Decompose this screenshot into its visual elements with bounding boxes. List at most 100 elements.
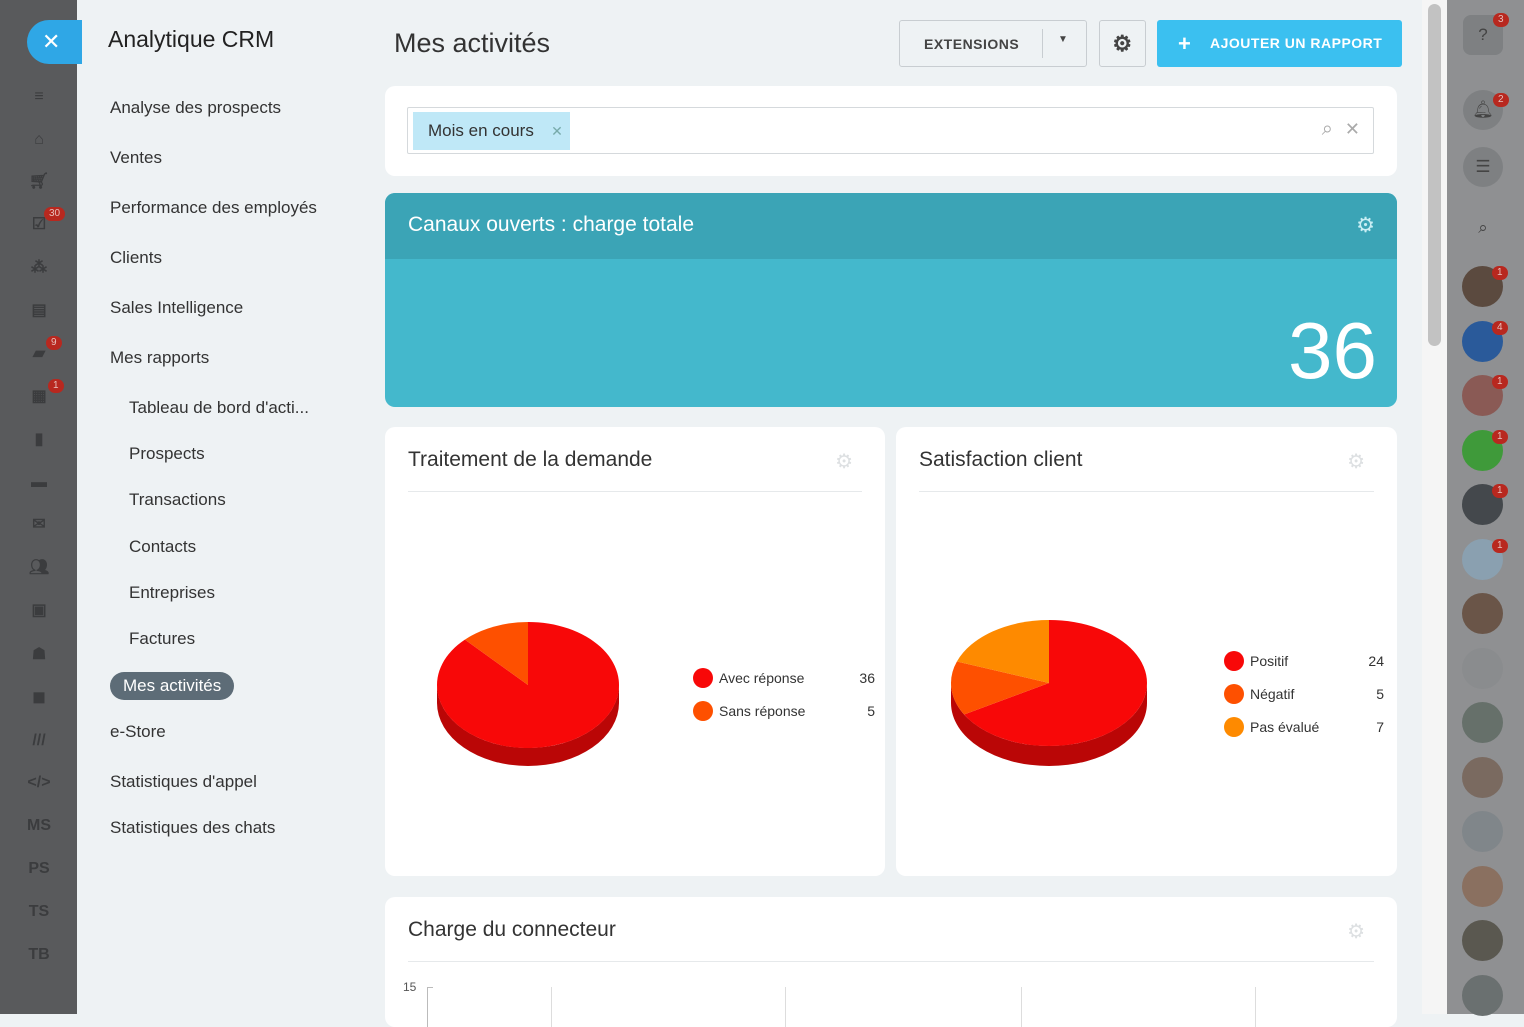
menu-item[interactable]: Performance des employés: [110, 198, 317, 217]
pie-slice[interactable]: [964, 620, 1147, 746]
avatar[interactable]: [1462, 593, 1503, 634]
menu-item[interactable]: Entreprises: [129, 583, 215, 602]
avatar-badge: 1: [1492, 375, 1508, 389]
chevron-down-icon[interactable]: ▼: [1058, 34, 1069, 45]
legend-value: 7: [1376, 719, 1384, 735]
y-tick: 15: [403, 980, 417, 994]
extensions-button[interactable]: EXTENSIONS ▼: [899, 20, 1087, 67]
box-icon[interactable]: ◼: [32, 689, 46, 706]
menu-item[interactable]: Statistiques d'appel: [110, 772, 257, 791]
bar-card-connector: Charge du connecteur ⚙ 15: [385, 897, 1397, 1027]
messages-icon[interactable]: ☰: [1463, 147, 1503, 187]
filter-card: Mois en cours ✕ ⌕ ✕: [385, 86, 1397, 176]
tasks-badge: 30: [44, 207, 66, 221]
pie-slice[interactable]: [951, 661, 1049, 715]
pie-chart: [951, 620, 1147, 766]
help-badge: 3: [1493, 13, 1509, 27]
gear-icon[interactable]: ⚙: [1099, 20, 1146, 67]
drive-icon[interactable]: ▬: [31, 474, 47, 491]
stripes-icon[interactable]: ///: [32, 732, 46, 749]
add-report-label: AJOUTER UN RAPPORT: [1210, 35, 1383, 51]
avatar-badge: 1: [1492, 484, 1508, 498]
avatar[interactable]: [1462, 756, 1503, 798]
scrollbar[interactable]: [1422, 0, 1447, 1014]
calendar-icon[interactable]: ▦: [31, 388, 47, 405]
avatar[interactable]: [1462, 702, 1503, 743]
close-icon[interactable]: ✕: [27, 20, 82, 64]
menu-item[interactable]: Mes rapports: [110, 348, 210, 367]
legend-dot: [1224, 717, 1244, 737]
avatar[interactable]: [1462, 811, 1503, 852]
legend-value: 36: [859, 670, 875, 686]
app-ps[interactable]: PS: [28, 860, 50, 877]
kpi-value: 36: [1288, 306, 1377, 395]
cart-icon[interactable]: 🛒︎: [28, 173, 50, 190]
pie-side: [437, 685, 619, 766]
gear-icon[interactable]: ⚙: [1347, 921, 1365, 943]
robot-icon[interactable]: ☗: [31, 646, 47, 663]
legend-value: 5: [867, 703, 875, 719]
pie-side: [951, 683, 1147, 766]
menu-item[interactable]: Prospects: [129, 444, 205, 463]
home-icon[interactable]: ⌂: [34, 131, 44, 148]
app-title: Analytique CRM: [108, 26, 275, 52]
legend-dot: [1224, 684, 1244, 704]
avatar[interactable]: [1462, 920, 1503, 961]
crm-icon[interactable]: ⁂: [31, 259, 47, 276]
calendar-badge: 1: [48, 379, 64, 393]
pie-chart: [437, 622, 619, 766]
menu-item[interactable]: Contacts: [129, 537, 197, 556]
app-ts[interactable]: TS: [28, 903, 50, 920]
filter-icon[interactable]: ≡: [34, 88, 44, 105]
pie-slice[interactable]: [464, 622, 528, 685]
app-ms[interactable]: MS: [27, 817, 51, 834]
kpi-card: Canaux ouverts : charge totale ⚙ 36: [385, 193, 1397, 407]
pie-card-satisfaction: Satisfaction client ⚙ Positif 24 Négatif 5 P…: [896, 427, 1397, 876]
menu-item[interactable]: Mes activités: [110, 672, 235, 700]
menu-item[interactable]: Clients: [110, 248, 162, 267]
gear-icon[interactable]: ⚙: [1347, 451, 1365, 473]
menu-item[interactable]: Factures: [129, 629, 196, 648]
tasks-icon[interactable]: ☑: [31, 216, 47, 233]
avatar-badge: 4: [1492, 320, 1508, 335]
app-tb[interactable]: TB: [28, 946, 50, 963]
search-icon[interactable]: ⌕: [1321, 118, 1333, 140]
menu-item[interactable]: Transactions: [129, 490, 226, 509]
menu-item[interactable]: Sales Intelligence: [110, 298, 244, 317]
chip-remove-icon[interactable]: ✕: [551, 123, 563, 139]
legend-dot: [693, 701, 713, 721]
legend-label: Positif: [1250, 653, 1289, 669]
chat-icon[interactable]: ▰: [32, 345, 46, 362]
avatar[interactable]: [1462, 647, 1503, 689]
clear-icon[interactable]: ✕: [1344, 119, 1360, 139]
add-report-button[interactable]: + AJOUTER UN RAPPORT: [1157, 20, 1402, 67]
menu-item[interactable]: Statistiques des chats: [110, 818, 276, 837]
filter-chip-label: Mois en cours: [428, 121, 534, 140]
menu-item[interactable]: Ventes: [110, 148, 162, 167]
pie-slice[interactable]: [956, 620, 1049, 683]
team-icon[interactable]: 👥︎: [28, 559, 50, 576]
extensions-label: EXTENSIONS: [924, 36, 1020, 52]
pie-card-request: Traitement de la demande ⚙ Avec réponse 3…: [385, 427, 885, 876]
search-icon[interactable]: ⌕: [1478, 218, 1488, 237]
code-icon[interactable]: </>: [27, 774, 51, 791]
legend-label: Avec réponse: [719, 670, 805, 686]
menu-item[interactable]: Tableau de bord d'acti...: [129, 398, 309, 417]
gear-icon[interactable]: ⚙: [1356, 214, 1375, 237]
report-menu: Analytique CRM Analyse des prospects Vent…: [77, 0, 367, 1014]
menu-item[interactable]: Analyse des prospects: [110, 98, 282, 117]
mail-icon[interactable]: ✉: [32, 516, 46, 533]
avatar[interactable]: [1462, 865, 1503, 907]
filter-input[interactable]: Mois en cours ✕ ⌕ ✕: [407, 107, 1374, 154]
document-icon[interactable]: ▮: [34, 431, 44, 448]
avatar[interactable]: [1462, 974, 1503, 1016]
gear-icon[interactable]: ⚙: [835, 451, 853, 473]
feed-icon[interactable]: ▤: [31, 302, 47, 319]
notifications-badge: 2: [1493, 93, 1509, 107]
legend-dot: [1224, 651, 1244, 671]
menu-item[interactable]: e-Store: [110, 722, 166, 741]
avatar-badge: 1: [1492, 538, 1508, 553]
filter-chip[interactable]: Mois en cours ✕: [413, 112, 570, 150]
contact-card-icon[interactable]: ▣: [31, 602, 47, 619]
